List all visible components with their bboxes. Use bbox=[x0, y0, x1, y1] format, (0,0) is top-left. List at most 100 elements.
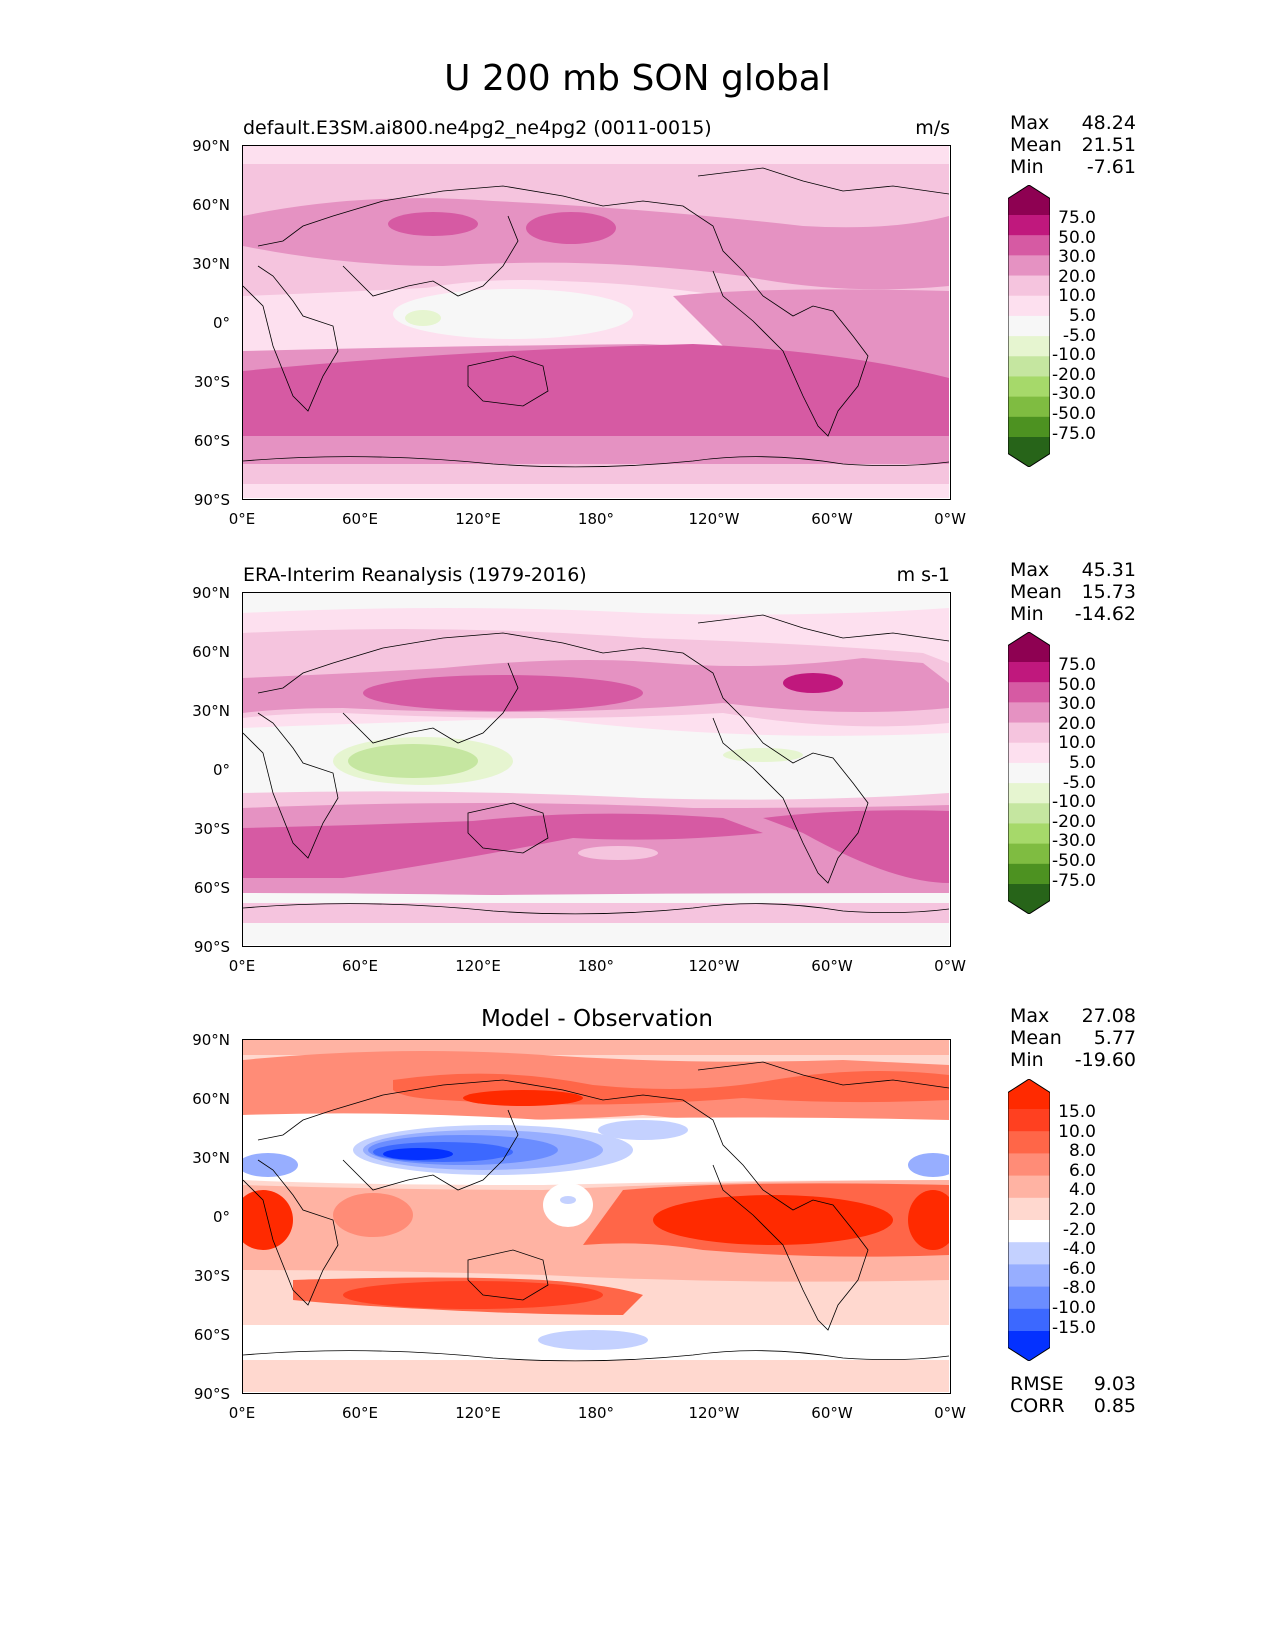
africa-coast bbox=[243, 1159, 339, 1306]
antarctica-coast bbox=[243, 903, 949, 915]
colorbar-label: 8.0 bbox=[1068, 1141, 1096, 1162]
panel3-map bbox=[242, 1039, 951, 1394]
colorbar-label: -10.0 bbox=[1052, 1298, 1096, 1318]
panel3-colorbar-labels: 15.0 10.0 8.0 6.0 4.0 2.0 -2.0 -4.0 -6.0… bbox=[1050, 1102, 1100, 1352]
y-tick: 0° bbox=[212, 1208, 230, 1226]
y-tick: 90°S bbox=[193, 491, 230, 509]
panel3-colorbar bbox=[1007, 1078, 1051, 1362]
colorbar-swatch bbox=[1008, 295, 1050, 317]
y-tick: 90°S bbox=[193, 938, 230, 956]
colorbar-swatch bbox=[1008, 215, 1050, 236]
negative-anomaly bbox=[908, 1153, 949, 1177]
colorbar-swatch bbox=[1008, 376, 1050, 398]
y-tick: 90°N bbox=[192, 1031, 230, 1049]
panel1-colorbar-labels: 75.0 50.0 30.0 20.0 10.0 5.0 -5.0 -10.0 … bbox=[1050, 208, 1100, 458]
figure-title: U 200 mb SON global bbox=[444, 58, 831, 99]
x-tick: 0°W bbox=[934, 957, 966, 975]
colorbar-label: 30.0 bbox=[1058, 247, 1096, 268]
easterly-spot bbox=[723, 748, 803, 762]
americas-coast bbox=[257, 1079, 869, 1331]
x-tick: 180° bbox=[577, 957, 615, 975]
southern-jet bbox=[243, 813, 763, 878]
colorbar-label: -10.0 bbox=[1052, 345, 1096, 366]
colorbar-label: -50.0 bbox=[1052, 851, 1096, 871]
y-tick: 0° bbox=[212, 314, 230, 332]
colorbar-swatch bbox=[1008, 1308, 1050, 1332]
x-tick: 180° bbox=[577, 510, 615, 528]
africa-coast bbox=[243, 265, 339, 412]
panel1-colorbar bbox=[1007, 184, 1051, 468]
stat-label: Max bbox=[1010, 1005, 1050, 1027]
colorbar-label: 10.0 bbox=[1058, 1121, 1096, 1142]
x-tick: 60°W bbox=[811, 510, 853, 528]
asia-coast bbox=[342, 1109, 519, 1191]
colorbar-swatch bbox=[1008, 823, 1050, 845]
y-tick: 60°N bbox=[192, 196, 230, 214]
panel3-metrics: RMSE 9.03 CORR 0.85 bbox=[1010, 1373, 1136, 1417]
x-tick: 0°E bbox=[228, 1404, 256, 1422]
colorbar-swatch bbox=[1008, 783, 1050, 804]
colorbar-label: -30.0 bbox=[1052, 384, 1096, 405]
x-tick: 120°E bbox=[455, 510, 501, 528]
panel2-units: m s-1 bbox=[896, 564, 950, 586]
colorbar-extend-top bbox=[1008, 1079, 1050, 1109]
colorbar-label: -8.0 bbox=[1062, 1278, 1096, 1299]
colorbar-swatch bbox=[1008, 742, 1050, 764]
colorbar-swatch bbox=[1008, 1220, 1050, 1243]
colorbar-swatch bbox=[1008, 356, 1050, 377]
anomaly-core bbox=[463, 1090, 583, 1106]
colorbar-swatch bbox=[1008, 1264, 1050, 1288]
colorbar-label: 20.0 bbox=[1058, 266, 1096, 287]
panel1-field bbox=[243, 146, 949, 498]
australia-coast bbox=[467, 355, 549, 407]
x-tick: 120°W bbox=[688, 510, 740, 528]
y-tick: 60°S bbox=[193, 1326, 230, 1344]
field-band bbox=[243, 436, 949, 464]
colorbar-label: -6.0 bbox=[1062, 1258, 1096, 1279]
colorbar-swatches bbox=[1007, 1078, 1051, 1362]
y-tick: 60°N bbox=[192, 643, 230, 661]
y-tick: 30°S bbox=[193, 1267, 230, 1285]
negative-anomaly bbox=[243, 1153, 298, 1177]
positive-anomaly-core bbox=[653, 1195, 893, 1245]
panel1-title: default.E3SM.ai800.ne4pg2_ne4pg2 (0011-0… bbox=[243, 117, 712, 139]
australia-coast bbox=[467, 802, 549, 854]
australia-coast bbox=[467, 1249, 549, 1301]
field-spot bbox=[578, 846, 658, 860]
x-tick: 0°W bbox=[934, 1404, 966, 1422]
x-tick: 120°W bbox=[688, 957, 740, 975]
colorbar-label: 20.0 bbox=[1058, 713, 1096, 734]
colorbar-label: -5.0 bbox=[1062, 325, 1096, 346]
americas-coast bbox=[257, 632, 869, 884]
stat-value: 48.24 bbox=[1081, 112, 1136, 134]
colorbar-label: 10.0 bbox=[1058, 733, 1096, 754]
stat-label: Mean bbox=[1010, 1027, 1062, 1049]
stat-value: 27.08 bbox=[1081, 1005, 1136, 1027]
americas-coast bbox=[257, 185, 869, 437]
jet-core bbox=[388, 212, 478, 236]
y-tick: 30°S bbox=[193, 820, 230, 838]
colorbar-label: -20.0 bbox=[1052, 811, 1096, 832]
colorbar-label: -4.0 bbox=[1062, 1239, 1096, 1260]
y-tick: 30°N bbox=[192, 1149, 230, 1167]
metric-label: RMSE bbox=[1010, 1373, 1064, 1395]
easterly-core bbox=[348, 744, 478, 778]
arctic-coast bbox=[697, 167, 949, 195]
panel1-map bbox=[242, 145, 951, 500]
colorbar-label: -2.0 bbox=[1062, 1219, 1096, 1240]
colorbar-swatch bbox=[1008, 682, 1050, 703]
arctic-coast bbox=[697, 614, 949, 642]
colorbar-swatches bbox=[1007, 631, 1051, 915]
colorbar-label: 10.0 bbox=[1058, 286, 1096, 307]
tropical-calm bbox=[393, 289, 633, 339]
colorbar-extend-bottom bbox=[1008, 437, 1050, 467]
y-tick: 60°S bbox=[193, 432, 230, 450]
panel1-units: m/s bbox=[915, 117, 950, 139]
stat-label: Max bbox=[1010, 112, 1050, 134]
easterly-spot bbox=[405, 310, 441, 326]
colorbar-label: 2.0 bbox=[1068, 1200, 1096, 1220]
panel3-title: Model - Observation bbox=[480, 1006, 714, 1032]
colorbar-label: 75.0 bbox=[1058, 655, 1096, 675]
field-band bbox=[243, 923, 949, 945]
colorbar-extend-bottom bbox=[1008, 1331, 1050, 1361]
